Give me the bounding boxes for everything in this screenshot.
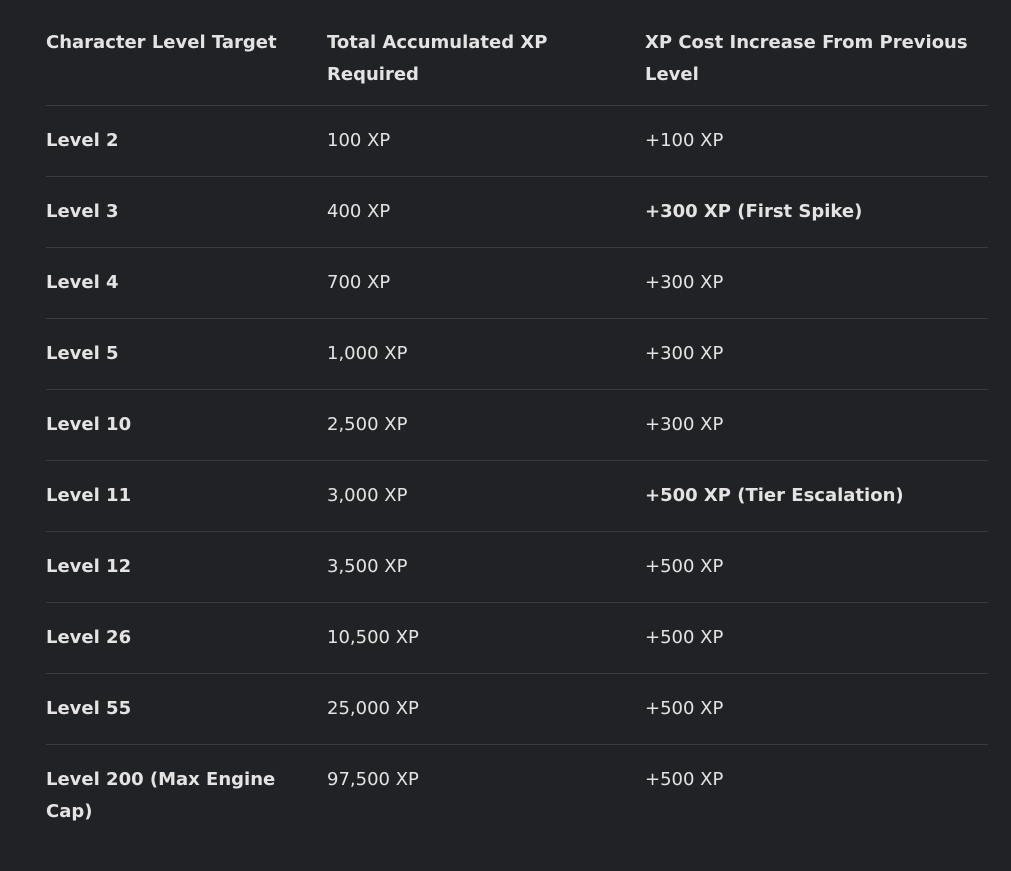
header-cell: Total Accumulated XP Required: [327, 32, 548, 85]
table-cell: Level 4: [46, 272, 119, 293]
table-cell: 3,500 XP: [327, 556, 408, 577]
table-row: Level 3 400 XP +300 XP (First Spike): [46, 176, 988, 248]
table-cell: +500 XP: [645, 769, 724, 790]
table-cell: 10,500 XP: [327, 627, 419, 648]
table-row: Level 2 100 XP +100 XP: [46, 105, 988, 177]
table-cell: 100 XP: [327, 130, 391, 151]
table-cell: Level 55: [46, 698, 132, 719]
table-cell: 2,500 XP: [327, 414, 408, 435]
table-cell: +300 XP: [645, 272, 724, 293]
table-row: Level 12 3,500 XP +500 XP: [46, 531, 988, 603]
table-cell: Level 5: [46, 343, 119, 364]
table-row: Level 11 3,000 XP +500 XP (Tier Escalation…: [46, 460, 988, 532]
table-cell: +500 XP: [645, 556, 724, 577]
table-cell: +500 XP: [645, 627, 724, 648]
table-cell: +500 XP (Tier Escalation): [645, 485, 904, 506]
table-body: Level 2 100 XP +100 XP Level 3 400 XP +300 XP…: [46, 105, 988, 848]
table-cell: Level 10: [46, 414, 132, 435]
header-cell: Character Level Target: [46, 32, 277, 53]
table-row: Level 10 2,500 XP +300 XP: [46, 389, 988, 461]
table-cell: 25,000 XP: [327, 698, 419, 719]
table-cell: Level 2: [46, 130, 119, 151]
table-cell: 97,500 XP: [327, 769, 419, 790]
table-cell: 700 XP: [327, 272, 391, 293]
table-row: Level 4 700 XP +300 XP: [46, 247, 988, 319]
table-cell: +300 XP (First Spike): [645, 201, 863, 222]
table-cell: Level 11: [46, 485, 132, 506]
header-row: Character Level Target Total Accumulated …: [46, 8, 988, 106]
table-cell: +300 XP: [645, 343, 724, 364]
table-row: Level 5 1,000 XP +300 XP: [46, 318, 988, 390]
table-row: Level 55 25,000 XP +500 XP: [46, 673, 988, 745]
table-cell: +300 XP: [645, 414, 724, 435]
table-cell: 3,000 XP: [327, 485, 408, 506]
table-cell: Level 26: [46, 627, 132, 648]
table-cell: 400 XP: [327, 201, 391, 222]
table-cell: +500 XP: [645, 698, 724, 719]
table-header: Character Level Target Total Accumulated …: [46, 8, 988, 106]
table-cell: Level 200 (Max Engine Cap): [46, 769, 276, 822]
table-row: Level 200 (Max Engine Cap) 97,500 XP +500 …: [46, 744, 988, 848]
table-cell: +100 XP: [645, 130, 724, 151]
table-cell: Level 3: [46, 201, 119, 222]
table-cell: 1,000 XP: [327, 343, 408, 364]
xp-table: Character Level Target Total Accumulated …: [46, 8, 988, 847]
header-cell: XP Cost Increase From Previous Level: [645, 32, 968, 85]
table-row: Level 26 10,500 XP +500 XP: [46, 602, 988, 674]
table-cell: Level 12: [46, 556, 132, 577]
